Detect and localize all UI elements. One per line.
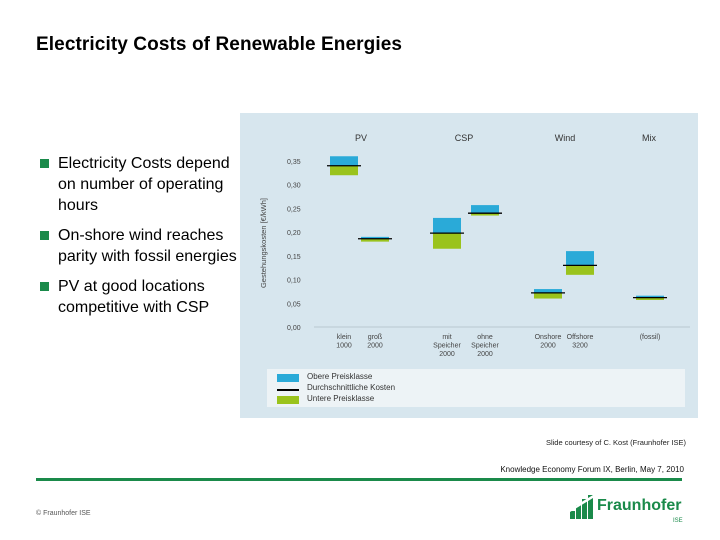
x-tick-label: Speicher (433, 343, 461, 350)
x-tick-label: 2000 (540, 343, 556, 350)
legend-label: Obere Preisklasse (307, 372, 373, 381)
chart-legend: Obere Preisklasse Durchschnittliche Kost… (267, 369, 685, 407)
x-tick-label: 2000 (439, 351, 455, 358)
y-tick-label: 0,10 (287, 278, 301, 285)
bullet-item: On-shore wind reaches parity with fossil… (40, 225, 240, 267)
group-header: Mix (642, 133, 656, 143)
bullet-text: On-shore wind reaches parity with fossil… (58, 227, 237, 265)
bullet-text: Electricity Costs depend on number of op… (58, 155, 230, 214)
y-tick-label: 0,30 (287, 183, 301, 190)
legend-swatch-lower (277, 396, 299, 404)
bullet-text: PV at good locations competitive with CS… (58, 278, 210, 316)
x-tick-label: 1000 (336, 343, 352, 350)
y-tick-label: 0,05 (287, 301, 301, 308)
bullet-item: PV at good locations competitive with CS… (40, 276, 240, 318)
fraunhofer-logo-text: Fraunhofer (597, 497, 682, 514)
bar-upper-price (330, 156, 358, 166)
fraunhofer-logo-sub: ISE (673, 518, 683, 524)
x-tick-label: Speicher (471, 343, 499, 350)
y-tick-label: 0,00 (287, 325, 301, 332)
bar-lower-price (361, 238, 389, 242)
bar-lower-price (330, 165, 358, 176)
slide-title: Electricity Costs of Renewable Energies (36, 34, 403, 55)
bar-upper-price (566, 251, 594, 266)
bar-upper-price (433, 217, 461, 234)
bar-upper-price (471, 205, 499, 214)
bullet-item: Electricity Costs depend on number of op… (40, 153, 240, 216)
y-tick-label: 0,35 (287, 159, 301, 166)
fraunhofer-logo-icon (570, 495, 593, 519)
group-header: PV (355, 133, 367, 143)
bar-upper-price (361, 236, 389, 239)
x-tick-label: 3200 (572, 343, 588, 350)
footer-divider (36, 478, 682, 481)
x-tick-label: 2000 (477, 351, 493, 358)
y-axis-label: Gestehungskosten [€/kWh] (259, 198, 268, 288)
legend-swatch-upper (277, 374, 299, 382)
bullet-square-icon (40, 159, 49, 168)
bullet-square-icon (40, 282, 49, 291)
bar-lower-price (566, 265, 594, 275)
legend-label: Untere Preisklasse (307, 394, 375, 403)
event-caption: Knowledge Economy Forum IX, Berlin, May … (500, 465, 684, 474)
group-header: CSP (455, 133, 474, 143)
bar-lower-price (433, 233, 461, 249)
x-tick-label: ohne (477, 334, 493, 341)
x-tick-label: 2000 (367, 343, 383, 350)
bar-upper-price (636, 295, 664, 298)
bar-lower-price (471, 213, 499, 216)
x-tick-label: Offshore (567, 334, 594, 341)
bar-lower-price (636, 297, 664, 300)
copyright-text: © Fraunhofer ISE (36, 510, 91, 517)
x-tick-label: groß (368, 334, 382, 341)
x-tick-label: Onshore (535, 334, 562, 341)
group-header: Wind (555, 133, 576, 143)
x-tick-label: (fossil) (640, 334, 661, 341)
bar-upper-price (534, 289, 562, 293)
legend-line-average (277, 389, 299, 391)
y-tick-label: 0,15 (287, 254, 301, 261)
cost-chart-panel: 0,00 0,05 0,10 0,15 0,20 0,25 0,30 0,35 Gestehun… (240, 113, 698, 418)
bullet-list: Electricity Costs depend on number of op… (40, 153, 240, 327)
x-tick-label: klein (337, 334, 352, 341)
bullet-square-icon (40, 231, 49, 240)
legend-label: Durchschnittliche Kosten (307, 383, 396, 392)
y-tick-label: 0,25 (287, 206, 301, 213)
bar-lower-price (534, 292, 562, 299)
cost-chart: 0,00 0,05 0,10 0,15 0,20 0,25 0,30 0,35 Gestehun… (259, 133, 690, 358)
y-tick-label: 0,20 (287, 230, 301, 237)
x-tick-label: mit (442, 334, 451, 341)
slide-credit: Slide courtesy of C. Kost (Fraunhofer IS… (545, 438, 686, 447)
